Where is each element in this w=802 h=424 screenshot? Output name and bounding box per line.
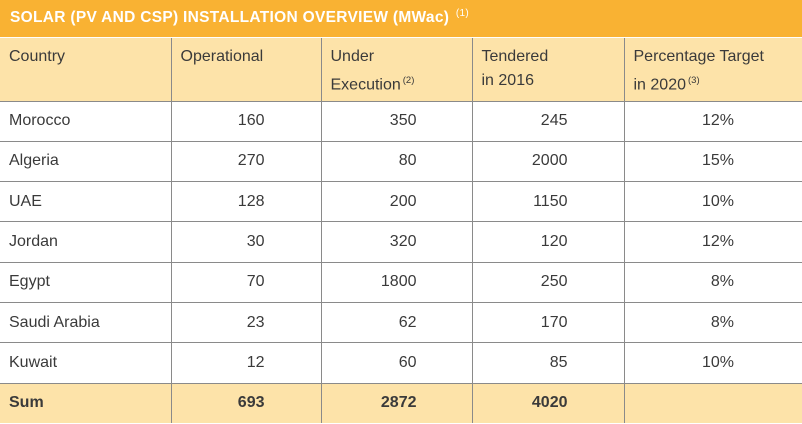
cell-country: UAE bbox=[0, 181, 172, 223]
header-target-label-2: in 2020 bbox=[633, 76, 687, 94]
sum-tendered: 4020 bbox=[471, 382, 625, 424]
table-row: Kuwait 12 60 85 10% bbox=[0, 342, 802, 384]
cell-tendered: 120 bbox=[471, 221, 625, 263]
sum-target bbox=[623, 382, 802, 424]
cell-under-execution: 62 bbox=[320, 301, 473, 344]
cell-under-execution: 200 bbox=[320, 181, 473, 223]
table-title-footnote: (1) bbox=[455, 8, 469, 19]
sum-operational: 693 bbox=[170, 382, 322, 424]
table-row: Egypt 70 1800 250 8% bbox=[0, 261, 802, 303]
header-target: Percentage Target in 2020 (3) bbox=[623, 38, 802, 102]
cell-target: 8% bbox=[623, 261, 802, 303]
cell-under-execution: 1800 bbox=[320, 261, 473, 303]
cell-target: 8% bbox=[623, 301, 802, 344]
header-country-label: Country bbox=[9, 48, 66, 65]
cell-operational: 12 bbox=[170, 342, 322, 384]
table-title: SOLAR (PV AND CSP) INSTALLATION OVERVIEW… bbox=[0, 0, 802, 38]
cell-operational: 30 bbox=[170, 221, 322, 263]
header-target-label: Percentage Target bbox=[633, 48, 764, 65]
header-row: Country Operational Under Execution (2) Te… bbox=[0, 38, 802, 102]
cell-tendered: 85 bbox=[471, 342, 625, 384]
header-under-execution-label-2: Execution bbox=[330, 76, 401, 94]
table-title-text: SOLAR (PV AND CSP) INSTALLATION OVERVIEW… bbox=[10, 9, 450, 27]
cell-country: Jordan bbox=[0, 221, 172, 263]
cell-operational: 160 bbox=[170, 100, 322, 142]
cell-country: Algeria bbox=[0, 140, 172, 183]
cell-under-execution: 60 bbox=[320, 342, 473, 384]
cell-target: 15% bbox=[623, 140, 802, 183]
cell-under-execution: 320 bbox=[320, 221, 473, 263]
cell-tendered: 170 bbox=[471, 301, 625, 344]
header-tendered-label-2: in 2016 bbox=[481, 72, 535, 89]
cell-country: Kuwait bbox=[0, 342, 172, 384]
cell-target: 12% bbox=[623, 221, 802, 263]
sum-row: Sum 693 2872 4020 bbox=[0, 382, 802, 424]
table-row: UAE 128 200 1150 10% bbox=[0, 181, 802, 223]
cell-operational: 270 bbox=[170, 140, 322, 183]
header-target-footnote: (3) bbox=[688, 75, 700, 86]
header-country: Country bbox=[0, 38, 172, 102]
cell-operational: 128 bbox=[170, 181, 322, 223]
cell-under-execution: 350 bbox=[320, 100, 473, 142]
table-row: Saudi Arabia 23 62 170 8% bbox=[0, 301, 802, 344]
cell-tendered: 245 bbox=[471, 100, 625, 142]
cell-country: Morocco bbox=[0, 100, 172, 142]
installation-table: Country Operational Under Execution (2) Te… bbox=[0, 38, 802, 424]
table-row: Jordan 30 320 120 12% bbox=[0, 221, 802, 263]
header-under-execution-label: Under bbox=[330, 48, 375, 65]
header-under-execution: Under Execution (2) bbox=[320, 38, 473, 102]
header-under-execution-footnote: (2) bbox=[402, 75, 415, 86]
cell-target: 10% bbox=[623, 342, 802, 384]
table-row: Algeria 270 80 2000 15% bbox=[0, 140, 802, 183]
header-tendered: Tendered in 2016 bbox=[471, 38, 625, 102]
cell-tendered: 250 bbox=[471, 261, 625, 303]
header-operational-label: Operational bbox=[180, 48, 264, 65]
table-row: Morocco 160 350 245 12% bbox=[0, 100, 802, 142]
cell-target: 10% bbox=[623, 181, 802, 223]
header-tendered-label: Tendered bbox=[481, 48, 549, 65]
cell-operational: 70 bbox=[170, 261, 322, 303]
cell-operational: 23 bbox=[170, 301, 322, 344]
sum-under-execution: 2872 bbox=[320, 382, 473, 424]
cell-target: 12% bbox=[623, 100, 802, 142]
cell-tendered: 2000 bbox=[471, 140, 625, 183]
cell-under-execution: 80 bbox=[320, 140, 473, 183]
cell-country: Egypt bbox=[0, 261, 172, 303]
cell-country: Saudi Arabia bbox=[0, 301, 172, 344]
sum-label: Sum bbox=[0, 382, 172, 424]
cell-tendered: 1150 bbox=[471, 181, 625, 223]
header-operational: Operational bbox=[170, 38, 322, 102]
